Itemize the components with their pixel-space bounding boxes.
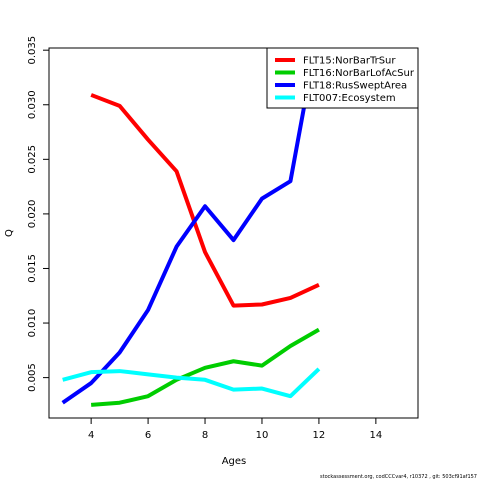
x-tick-label: 14 (369, 430, 382, 441)
x-tick-label: 8 (202, 430, 208, 441)
series-line (61, 48, 317, 405)
plot-lines (61, 48, 321, 407)
y-axis-label: Q (4, 229, 15, 237)
x-tick-label: 12 (313, 430, 326, 441)
y-tick-label: 0.015 (27, 254, 38, 283)
legend-label: FLT16:NorBarLofAcSur (303, 68, 415, 79)
y-tick-label: 0.005 (27, 363, 38, 392)
series-line (62, 367, 321, 399)
x-tick-label: 4 (88, 430, 94, 441)
legend-label: FLT007:Ecosystem (303, 93, 396, 104)
x-tick-label: 10 (256, 430, 269, 441)
y-tick-label: 0.020 (27, 200, 38, 229)
y-tick-label: 0.025 (27, 145, 38, 174)
footnote: stockassessment.org, codCCCvar4, r10372 … (320, 474, 477, 480)
y-tick-label: 0.010 (27, 309, 38, 338)
legend-label: FLT18:RusSweptArea (303, 81, 407, 92)
y-tick-label: 0.035 (27, 36, 38, 65)
series-line (90, 93, 320, 308)
x-axis-label: Ages (222, 456, 247, 467)
y-tick-label: 0.030 (27, 90, 38, 119)
plot-frame (48, 47, 419, 419)
legend-label: FLT15:NorBarTrSur (303, 56, 396, 67)
x-tick-label: 6 (145, 430, 151, 441)
series-line (90, 327, 320, 407)
